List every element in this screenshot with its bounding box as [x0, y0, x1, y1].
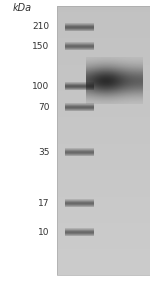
- Text: 10: 10: [38, 228, 50, 237]
- Text: 17: 17: [38, 199, 50, 208]
- Text: 100: 100: [32, 82, 50, 91]
- Text: 210: 210: [32, 22, 50, 31]
- Text: 150: 150: [32, 42, 50, 51]
- Text: 70: 70: [38, 103, 50, 112]
- Bar: [57, 6, 150, 275]
- Text: kDa: kDa: [13, 3, 32, 14]
- Text: 35: 35: [38, 148, 50, 157]
